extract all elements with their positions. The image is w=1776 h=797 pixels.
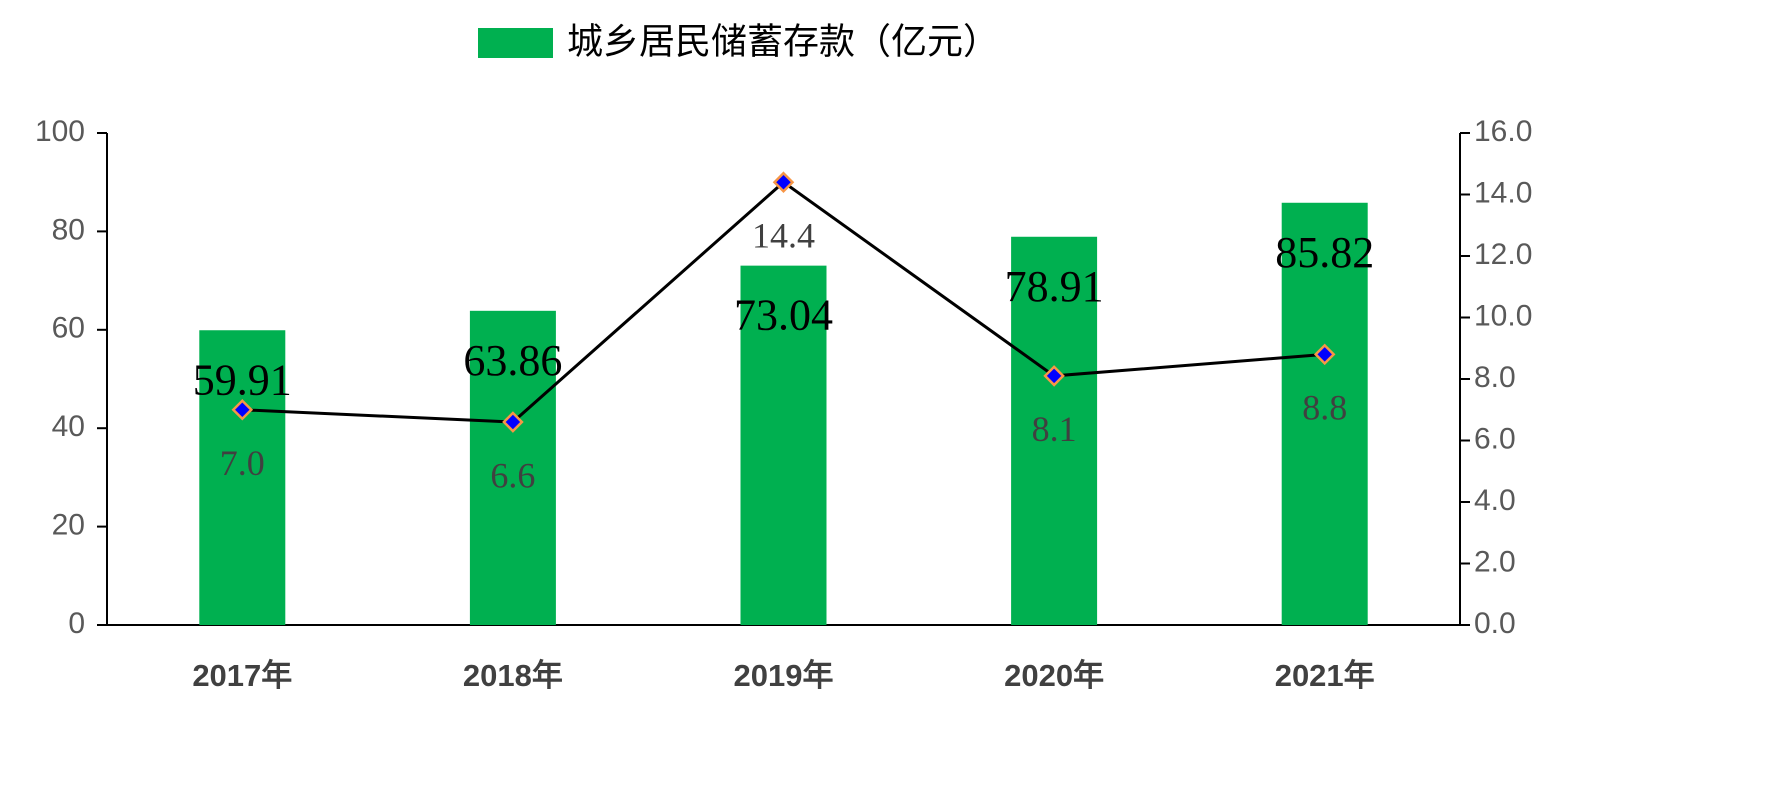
y-tick-label: 100	[35, 115, 85, 148]
x-tick-label: 2020年	[1004, 658, 1104, 693]
y2-tick-label: 4.0	[1474, 484, 1516, 517]
bar-value-label: 85.82	[1275, 228, 1374, 277]
line-value-label: 7.0	[220, 443, 265, 483]
x-tick-label: 2019年	[734, 658, 834, 693]
bar	[469, 310, 556, 625]
y2-tick-label: 6.0	[1474, 422, 1516, 455]
y2-tick-label: 2.0	[1474, 545, 1516, 578]
line-marker	[772, 171, 795, 193]
bar-value-label: 59.91	[193, 355, 292, 404]
y2-tick-label: 16.0	[1474, 115, 1532, 148]
legend-swatch	[478, 28, 553, 58]
x-tick-label: 2017年	[192, 658, 292, 693]
line-value-label: 8.8	[1302, 388, 1347, 428]
bar-value-label: 78.91	[1005, 262, 1104, 311]
line-marker	[502, 411, 524, 433]
y2-tick-label: 8.0	[1474, 361, 1516, 394]
y-tick-label: 20	[52, 509, 85, 542]
y-tick-label: 80	[52, 213, 85, 246]
line-marker	[231, 398, 254, 421]
line-value-label: 8.1	[1032, 409, 1077, 449]
x-tick-label: 2021年	[1275, 658, 1375, 693]
bar	[1011, 236, 1098, 625]
bar-value-label: 63.86	[463, 336, 562, 385]
line-value-label: 6.6	[490, 455, 535, 495]
legend-label: 城乡居民储蓄存款（亿元）	[567, 21, 999, 62]
y-tick-label: 40	[52, 410, 85, 443]
bar	[1281, 202, 1368, 625]
line-marker	[1043, 365, 1065, 387]
x-tick-label: 2018年	[463, 658, 563, 693]
y2-tick-label: 10.0	[1474, 299, 1532, 332]
bar	[740, 265, 827, 625]
line-value-label: 14.4	[752, 215, 815, 255]
bar-value-label: 73.04	[734, 291, 833, 340]
y2-tick-label: 12.0	[1474, 238, 1532, 271]
y-tick-label: 60	[52, 312, 85, 345]
bar	[199, 330, 286, 625]
y2-tick-label: 14.0	[1474, 176, 1532, 209]
y2-tick-label: 0.0	[1474, 607, 1516, 640]
y-tick-label: 0	[68, 607, 85, 640]
line-marker	[1313, 343, 1336, 366]
